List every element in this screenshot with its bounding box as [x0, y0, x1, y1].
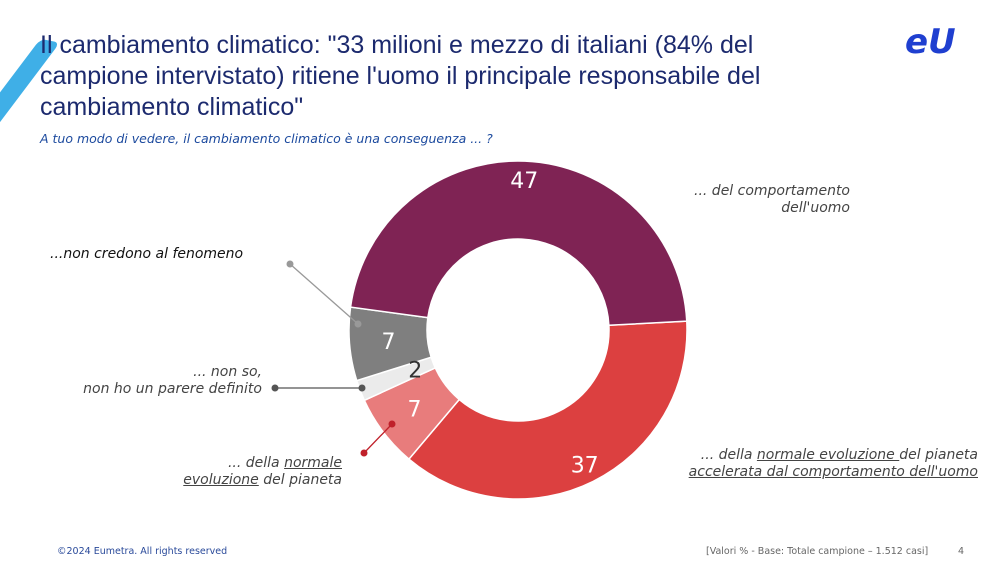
- label-uomo-line1: ... del comportamento: [694, 183, 850, 199]
- base-note: [Valori % - Base: Totale campione – 1.51…: [706, 546, 929, 557]
- t: del pianeta: [258, 472, 342, 488]
- page-title: Il cambiamento climatico: "33 milioni e …: [40, 31, 761, 121]
- leader-line: [363, 423, 393, 454]
- leader-dot: [360, 449, 368, 457]
- t: evoluzione: [183, 472, 259, 488]
- donut-slice: [349, 160, 688, 327]
- eumetra-logo: eU: [905, 22, 956, 62]
- data-label: 37: [571, 453, 599, 478]
- t: ... della: [227, 455, 285, 471]
- data-label: 2: [408, 358, 422, 383]
- data-label: 7: [407, 398, 421, 423]
- label-noncredono: ...non credono al fenomeno: [50, 246, 244, 262]
- question-subtitle: A tuo modo di vedere, il cambiamento cli…: [40, 131, 493, 146]
- label-accelerata: ... della normale evoluzione del pianeta…: [620, 447, 978, 481]
- leader-dot: [286, 260, 294, 268]
- page-number: 4: [958, 546, 965, 557]
- label-normale: ... della normale evoluzione del pianeta: [170, 455, 342, 489]
- data-label: 7: [381, 330, 395, 355]
- t: normale evoluzione: [756, 447, 900, 463]
- data-label: 47: [510, 169, 538, 194]
- leader-dot: [388, 420, 396, 428]
- t: del pianeta: [899, 447, 978, 463]
- donut-slice: [407, 320, 688, 500]
- t: normale: [284, 455, 342, 471]
- leader-dot: [354, 320, 362, 328]
- leader-dot: [358, 384, 366, 392]
- label-nonso-line2: non ho un parere definito: [83, 381, 262, 397]
- label-nonso-line1: ... non so,: [193, 364, 262, 380]
- copyright: ©2024 Eumetra. All rights reserved: [57, 546, 228, 557]
- label-uomo-line2: dell'uomo: [781, 200, 850, 216]
- label-nonso: ... non so, non ho un parere definito: [40, 364, 262, 398]
- t: ... della: [700, 447, 757, 463]
- t: accelerata dal comportamento dell'uomo: [688, 464, 978, 480]
- leader-dot: [271, 384, 279, 392]
- leader-line: [289, 263, 359, 325]
- label-uomo: ... del comportamento dell'uomo: [664, 183, 850, 217]
